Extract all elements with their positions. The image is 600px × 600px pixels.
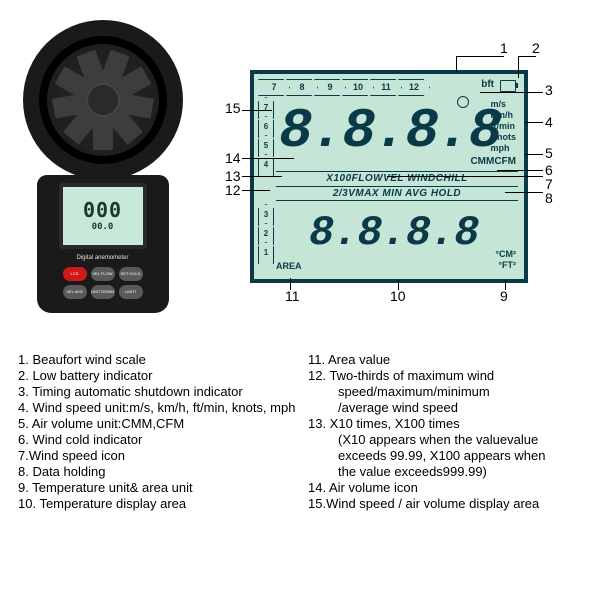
device-label: Digital anemometer: [43, 255, 163, 261]
legend-column-left: 1. Beaufort wind scale 2. Low battery in…: [18, 352, 298, 512]
device-lcd-main: 000: [83, 200, 122, 220]
area-label: AREA: [276, 261, 302, 271]
lcd-diagram: 7 8 9 10 11 12 bft 7 6 5 4 3: [200, 20, 585, 360]
callout-15: 15: [225, 100, 241, 116]
callout-13: 13: [225, 168, 241, 184]
callout-3: 3: [545, 82, 553, 98]
callout-1: 1: [500, 40, 508, 56]
callout-2: 2: [532, 40, 540, 56]
speed-units: m/s Km/h ft/min Knots mph: [491, 99, 517, 154]
mid-row-2: 2/3VMAX MIN AVG HOLD: [276, 187, 518, 201]
callout-5: 5: [545, 145, 553, 161]
main-digits: 8.8.8.8: [279, 99, 500, 163]
device-lcd-secondary: 00.0: [92, 223, 114, 232]
light-button[interactable]: LIGHT: [119, 285, 143, 299]
device-lcd: 000 00.0: [59, 183, 147, 249]
lcd-button[interactable]: LCD: [63, 267, 87, 281]
fan-blades: [47, 44, 159, 156]
set-hold-button[interactable]: SET HOLD: [119, 267, 143, 281]
legend-list: 1. Beaufort wind scale 2. Low battery in…: [18, 352, 582, 512]
device-body: 000 00.0 Digital anemometer LCD VEL FLOW…: [37, 175, 169, 313]
anemometer-device: 000 00.0 Digital anemometer LCD VEL FLOW…: [15, 20, 190, 360]
beaufort-scale-top: 7 8 9 10 11 12: [258, 79, 426, 96]
beaufort-scale-side-lower: 3 2 1: [258, 204, 274, 261]
bft-label: bft: [481, 79, 494, 90]
vel-flow-button[interactable]: VEL FLOW: [91, 267, 115, 281]
legend-column-right: 11. Area value 12. Two-thirds of maximum…: [298, 352, 582, 512]
fan-housing: [23, 20, 183, 180]
callout-12: 12: [225, 182, 241, 198]
mid-row-1: X100FLOWVEL WINDCHILL: [276, 171, 518, 187]
callout-14: 14: [225, 150, 241, 166]
vel-avg-button[interactable]: VEL AVG: [63, 285, 87, 299]
callout-10: 10: [390, 288, 406, 304]
battery-icon: [500, 80, 516, 92]
unit-down-button[interactable]: UNIT DOWN: [91, 285, 115, 299]
callout-4: 4: [545, 114, 553, 130]
callout-9: 9: [500, 288, 508, 304]
callout-8: 8: [545, 190, 553, 206]
callout-11: 11: [285, 288, 300, 304]
temp-area-units: °CM² °FT²: [495, 249, 516, 271]
beaufort-scale-side-upper: 7 6 5 4: [258, 97, 274, 173]
secondary-digits: 8.8.8.8: [309, 209, 478, 257]
volume-units: CMMCFM: [470, 156, 516, 167]
